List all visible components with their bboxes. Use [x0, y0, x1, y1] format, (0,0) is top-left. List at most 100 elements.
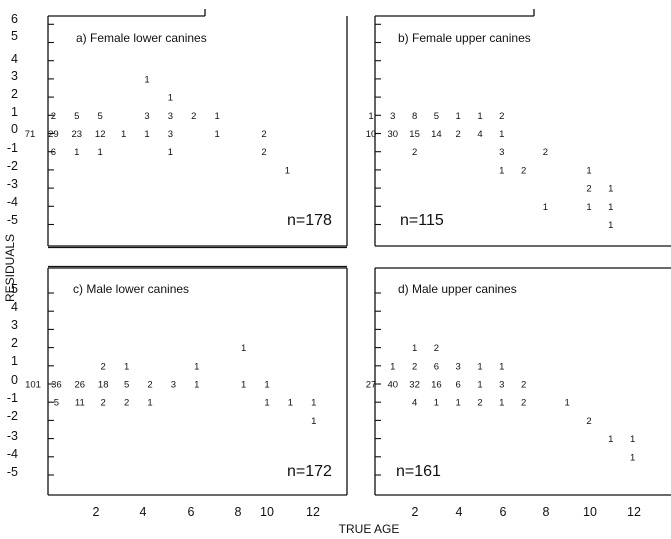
- y-tick-label: -5: [7, 213, 18, 227]
- count-marker: 4: [412, 398, 417, 409]
- y-tick-label: -1: [7, 141, 18, 155]
- y-tick-label: 5: [11, 282, 18, 296]
- count-marker: 1: [565, 398, 570, 409]
- count-marker: 1: [608, 434, 613, 445]
- count-marker: 1: [477, 361, 482, 372]
- y-tick-label: 1: [11, 354, 18, 368]
- count-marker: 1: [477, 380, 482, 391]
- count-marker: 5: [124, 380, 129, 391]
- count-marker: 1: [499, 398, 504, 409]
- count-marker: 30: [388, 129, 399, 140]
- panel-c-title: c) Male lower canines: [73, 282, 189, 296]
- count-marker: 1: [499, 361, 504, 372]
- y-tick-label: -3: [7, 429, 18, 443]
- count-marker: 2: [261, 147, 266, 158]
- count-marker: 1: [543, 202, 548, 213]
- count-marker: 2: [499, 111, 504, 122]
- count-marker: 8: [412, 111, 417, 122]
- y-tick-label: 6: [11, 12, 18, 26]
- count-marker: 1: [194, 361, 199, 372]
- panel-c-frame: [47, 265, 348, 496]
- count-marker: 1: [264, 398, 269, 409]
- x-tick-label: 8: [543, 505, 550, 519]
- y-tick-label: 0: [11, 373, 18, 387]
- x-tick-label: 4: [140, 505, 147, 519]
- count-marker: 1: [586, 165, 591, 176]
- y-tick-label: -3: [7, 177, 18, 191]
- y-tick-label: -1: [7, 391, 18, 405]
- count-marker: 5: [98, 111, 103, 122]
- count-marker: 3: [168, 129, 173, 140]
- count-marker: 14: [431, 129, 442, 140]
- count-marker: 1: [586, 202, 591, 213]
- x-tick-label: 6: [188, 505, 195, 519]
- count-marker: 1: [630, 434, 635, 445]
- count-marker: 3: [499, 147, 504, 158]
- count-marker: 18: [98, 380, 109, 391]
- count-marker: 2: [586, 416, 591, 427]
- y-tick-label: 2: [11, 336, 18, 350]
- y-tick-label: -4: [7, 195, 18, 209]
- count-marker: 3: [390, 111, 395, 122]
- count-marker: 12: [95, 129, 106, 140]
- y-tick-labels-bottom: 5 4 3 2 1 0 -1 -2 -3 -4 -5: [7, 282, 18, 479]
- count-marker: 1: [608, 220, 613, 231]
- count-marker: 1: [121, 129, 126, 140]
- count-marker: 1: [608, 184, 613, 195]
- count-marker: 1: [215, 129, 220, 140]
- panel-d-n-label: n=161: [396, 463, 441, 480]
- count-marker: 1: [412, 343, 417, 354]
- count-marker: 2: [434, 343, 439, 354]
- count-marker: 2: [412, 147, 417, 158]
- count-marker: 1: [285, 165, 290, 176]
- x-tick-label: 12: [627, 505, 641, 519]
- y-tick-label: 4: [11, 52, 18, 66]
- count-marker: 2: [124, 398, 129, 409]
- count-marker: 2: [543, 147, 548, 158]
- panel-b-title: b) Female upper canines: [398, 31, 531, 45]
- y-tick-label: -2: [7, 159, 18, 173]
- count-marker: 15: [409, 129, 420, 140]
- count-marker: 26: [75, 380, 86, 391]
- count-marker: 1: [74, 147, 79, 158]
- count-marker: 1: [608, 202, 613, 213]
- count-marker: 1: [264, 380, 269, 391]
- y-tick-label: 4: [11, 300, 18, 314]
- count-marker: 3: [144, 111, 149, 122]
- count-marker: 2: [51, 111, 56, 122]
- count-marker: 2: [521, 380, 526, 391]
- count-marker: 2: [456, 129, 461, 140]
- count-marker: 2: [412, 361, 417, 372]
- y-tick-label: 0: [11, 122, 18, 136]
- count-marker: 2: [477, 398, 482, 409]
- x-tick-label: 10: [583, 505, 597, 519]
- count-marker: 1: [194, 380, 199, 391]
- count-marker: 1: [241, 380, 246, 391]
- panel-c-n-label: n=172: [287, 463, 332, 480]
- count-marker: 5: [434, 111, 439, 122]
- count-marker: 6: [51, 147, 56, 158]
- count-marker: 23: [72, 129, 83, 140]
- count-marker: 5: [74, 111, 79, 122]
- x-tick-labels-right: 2 4 6 8 10 12: [412, 505, 641, 519]
- x-tick-label: 10: [260, 505, 274, 519]
- x-tick-label: 2: [93, 505, 100, 519]
- count-marker: 2: [521, 165, 526, 176]
- count-marker: 1: [288, 398, 293, 409]
- count-marker: 6: [434, 361, 439, 372]
- count-marker: 1: [434, 398, 439, 409]
- count-marker: 3: [499, 380, 504, 391]
- panel-a-n-label: n=178: [287, 212, 332, 229]
- x-axis-title: TRUE AGE: [339, 522, 400, 536]
- count-marker: 1: [499, 165, 504, 176]
- y-tick-label: 1: [11, 105, 18, 119]
- count-marker: 1: [124, 361, 129, 372]
- y-tick-labels-top: 6 5 4 3 2 1 0 -1 -2 -3 -4 -5: [7, 12, 18, 227]
- count-marker: 1: [390, 361, 395, 372]
- count-marker: 36: [51, 380, 62, 391]
- count-marker: 1: [456, 111, 461, 122]
- count-marker: 2: [261, 129, 266, 140]
- y-axis-title: RESIDUALS: [3, 234, 17, 302]
